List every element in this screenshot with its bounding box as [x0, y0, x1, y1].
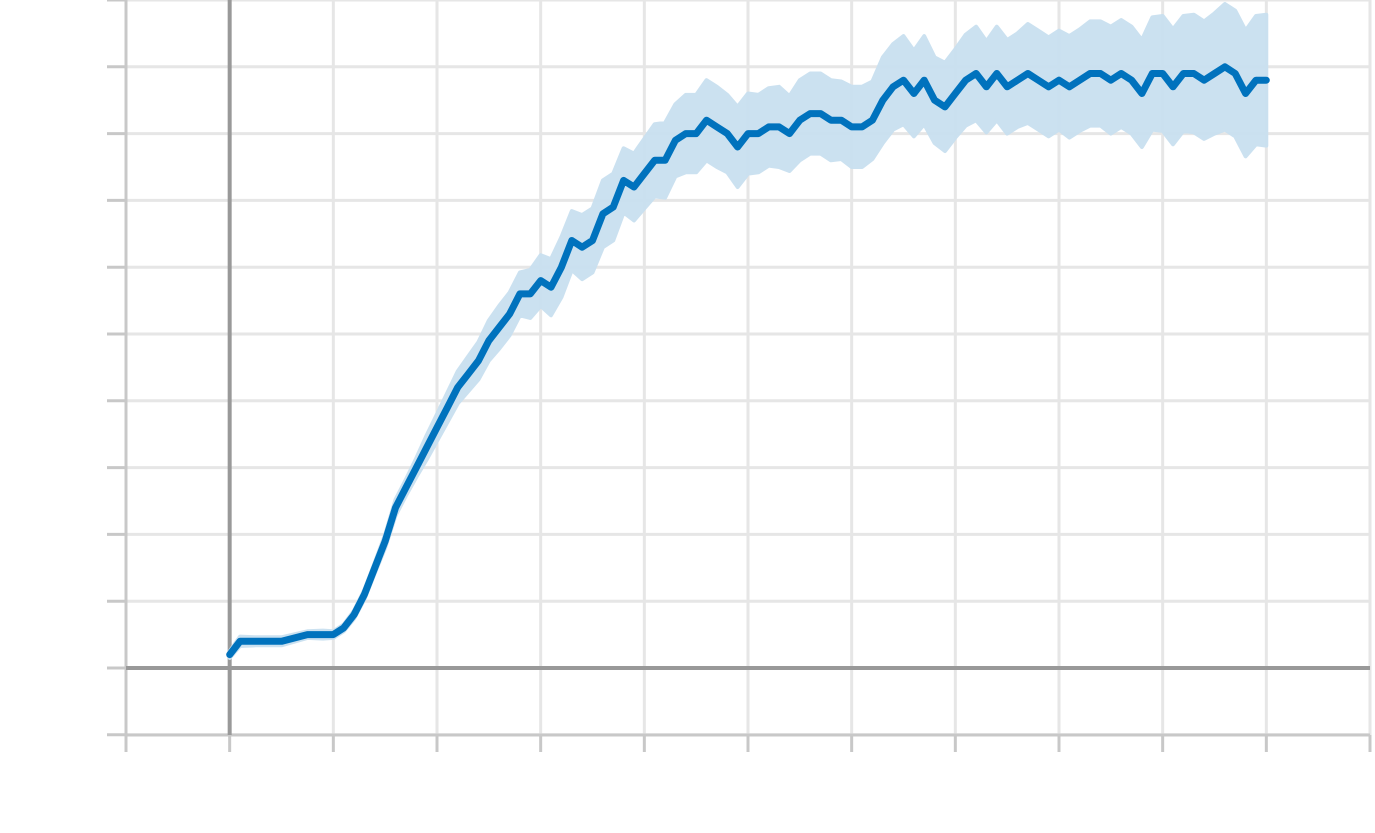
axes: [107, 0, 1372, 752]
series-line: [226, 63, 1270, 659]
series-line-layer: [226, 63, 1270, 659]
